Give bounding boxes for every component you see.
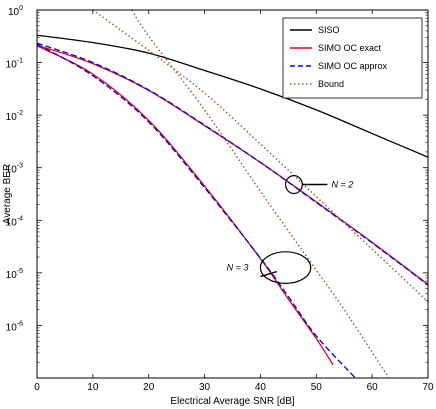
annotation-leader	[260, 270, 277, 278]
y-tick-label: 10-2	[6, 110, 23, 123]
y-tick-label: 10-1	[6, 58, 23, 71]
x-axis-title: Electrical Average SNR [dB]	[170, 396, 295, 407]
series-line-simo-oc-approx	[37, 42, 428, 286]
y-tick-label: 10-3	[6, 163, 23, 176]
x-tick-label: 20	[143, 382, 155, 393]
y-tick-label-base: 10	[6, 60, 18, 71]
y-tick-label-exponent: -4	[17, 215, 23, 222]
y-tick-label-base: 10	[6, 217, 18, 228]
legend: SISO SIMO OC exact SIMO OC approx Bound	[282, 17, 423, 99]
annotation-label: N = 3	[227, 263, 249, 273]
annotation-layer: N = 2 N = 3	[227, 174, 353, 284]
y-tick-label-base: 10	[6, 270, 18, 281]
y-tick-label-base: 10	[6, 322, 18, 333]
x-tick-label: 40	[255, 382, 267, 393]
legend-label: SIMO OC exact	[318, 43, 382, 53]
y-tick-label-base: 10	[8, 7, 20, 18]
y-tick-label-exponent: -1	[17, 58, 23, 65]
x-tick-label: 0	[34, 382, 40, 393]
y-tick-label: 100	[8, 5, 23, 18]
x-tick-label: 70	[422, 382, 434, 393]
legend-label: SIMO OC approx	[318, 61, 388, 71]
x-tick-label: 50	[311, 382, 323, 393]
annotation-ellipse	[259, 251, 312, 284]
series-line-siso	[37, 34, 428, 158]
legend-items: SISO SIMO OC exact SIMO OC approx Bound	[290, 25, 388, 89]
y-tick-label-exponent: -6	[17, 320, 23, 327]
annotation-label: N = 2	[331, 180, 353, 190]
y-tick-label: 10-4	[6, 215, 23, 228]
series-line-simo-oc-approx	[37, 43, 356, 378]
x-tick-label: 30	[199, 382, 211, 393]
y-tick-label-exponent: 0	[19, 5, 23, 12]
y-tick-label: 10-5	[6, 268, 23, 281]
legend-label: SISO	[318, 25, 340, 35]
plot-frame	[36, 9, 429, 379]
x-tick-label: 10	[87, 382, 99, 393]
y-tick-label-exponent: -5	[17, 268, 23, 275]
y-tick-label-base: 10	[6, 165, 18, 176]
y-tick-label-exponent: -3	[17, 163, 23, 170]
legend-label: Bound	[318, 79, 344, 89]
y-tick-label-base: 10	[6, 112, 18, 123]
x-tick-label: 60	[367, 382, 379, 393]
series-line-bound	[92, 10, 428, 303]
series-layer	[37, 10, 428, 378]
y-tick-label-exponent: -2	[17, 110, 23, 117]
y-axis-title: Average BER	[2, 164, 13, 224]
y-tick-label: 10-6	[6, 320, 23, 333]
